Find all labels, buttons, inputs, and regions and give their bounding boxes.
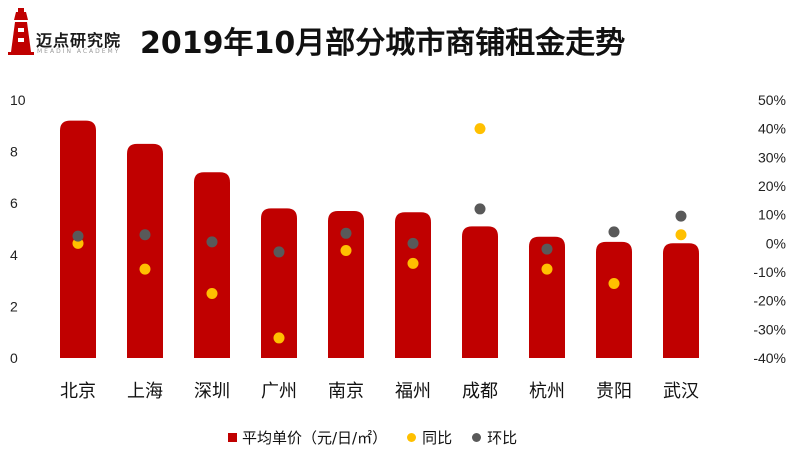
category-label: 贵阳 [596,381,632,402]
right-tick-label: 50% [758,92,786,108]
category-label: 深圳 [194,381,230,402]
right-tick-label: -30% [753,321,786,337]
category-label: 福州 [395,381,431,402]
legend-item-price: 平均单价（元/日/㎡） [228,427,387,448]
left-tick-label: 6 [10,195,18,211]
legend-swatch-bar [228,432,237,442]
category-label: 南京 [328,381,364,402]
chart-title: 2019年10月部分城市商铺租金走势 [140,26,626,61]
right-tick-label: -20% [753,293,786,309]
bar [462,226,498,358]
left-tick-label: 2 [10,298,18,314]
yoy-point [139,263,151,275]
logo-subtext: MEADIN ACADEMY [37,48,121,55]
right-tick-label: 20% [758,178,786,194]
yoy-point [675,229,687,241]
legend-item-mom: 环比 [472,427,517,448]
yoy-point [541,263,553,275]
logo-text: 迈点研究院 [36,31,122,50]
left-tick-label: 0 [10,350,18,366]
brand-logo: 迈点研究院 MEADIN ACADEMY [6,8,124,60]
legend-label-price: 平均单价（元/日/㎡） [242,428,388,447]
yoy-point [273,332,285,344]
category-label: 成都 [462,381,498,402]
right-tick-label: 0% [766,235,786,251]
lighthouse-icon [8,8,34,55]
bar [261,208,297,358]
category-label: 上海 [127,381,163,402]
right-tick-label: 10% [758,207,786,223]
mom-point [273,246,285,258]
right-axis-ticks: -40% -30% -20% -10% 0% 10% 20% 30% 40% 50% [753,92,786,366]
bar [529,236,565,358]
left-axis-ticks: 0 2 4 6 8 10 [10,92,26,366]
bar [127,143,163,358]
mom-point [72,230,84,242]
right-tick-label: 30% [758,149,786,165]
mom-point [608,226,620,238]
yoy-point [340,245,352,256]
yoy-point [206,288,218,299]
legend-label-mom: 环比 [487,428,518,447]
category-label: 武汉 [663,381,699,402]
bar [395,212,431,358]
bar [328,210,364,358]
mom-point [541,243,553,255]
legend-swatch-yoy [407,432,417,442]
mom-point [675,210,687,222]
right-tick-label: 40% [758,121,786,137]
mom-point [340,227,352,239]
legend-swatch-mom [472,432,482,442]
bar [194,172,230,358]
category-labels: 北京 上海 深圳 广州 南京 福州 成都 杭州 贵阳 武汉 [60,381,699,402]
mom-point [139,229,151,241]
category-label: 北京 [60,381,96,402]
mom-point [474,203,486,215]
legend-item-yoy: 同比 [407,427,452,448]
legend-label-yoy: 同比 [422,428,453,447]
mom-point [407,237,419,249]
right-tick-label: -10% [753,264,786,280]
bar-series [60,120,699,358]
yoy-point [474,123,486,135]
yoy-series [72,123,687,344]
bar [663,243,699,358]
bar [596,241,632,358]
yoy-point [407,257,419,269]
left-tick-label: 8 [10,144,18,160]
yoy-point [608,277,620,289]
chart-legend: 平均单价（元/日/㎡） 同比 环比 [228,426,537,448]
category-label: 广州 [261,381,297,402]
left-tick-label: 10 [10,92,26,108]
mom-series [72,203,687,258]
right-tick-label: -40% [753,350,786,366]
mom-point [206,236,218,248]
category-label: 杭州 [529,381,565,402]
left-tick-label: 4 [10,247,18,263]
